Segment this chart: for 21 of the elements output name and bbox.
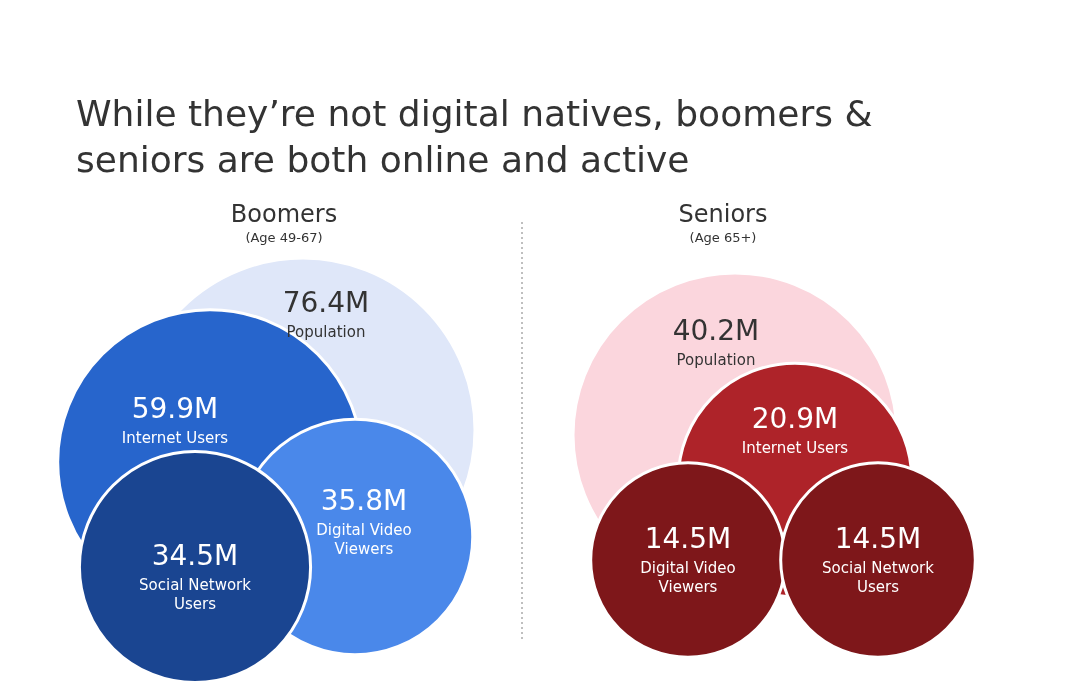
data-label: 14.5M	[644, 522, 732, 555]
text: Boomers	[230, 200, 338, 228]
category-label: Population	[286, 323, 366, 341]
text: While they’re not digital natives, boomers & seniors are both online and active	[76, 93, 873, 180]
data-label: 20.9M	[751, 402, 839, 435]
category-label: Population	[676, 351, 756, 369]
data-label: 14.5M	[834, 522, 922, 555]
category-label: Digital Video Viewers	[640, 559, 736, 596]
data-label: 76.4M	[282, 286, 370, 319]
text: (Age 49-67)	[245, 230, 323, 245]
category-label: Social Network Users	[822, 559, 935, 596]
category-label: Digital Video Viewers	[316, 521, 412, 558]
data-label: 35.8M	[320, 484, 408, 517]
text: (Age 65+)	[689, 230, 757, 245]
category-label: Social Network Users	[139, 576, 252, 613]
data-label: 59.9M	[131, 392, 219, 425]
data-label: 34.5M	[151, 539, 239, 572]
data-label: 40.2M	[672, 314, 760, 347]
text: Seniors	[678, 200, 768, 228]
category-label: Internet Users	[121, 429, 229, 447]
category-label: Internet Users	[741, 439, 849, 457]
